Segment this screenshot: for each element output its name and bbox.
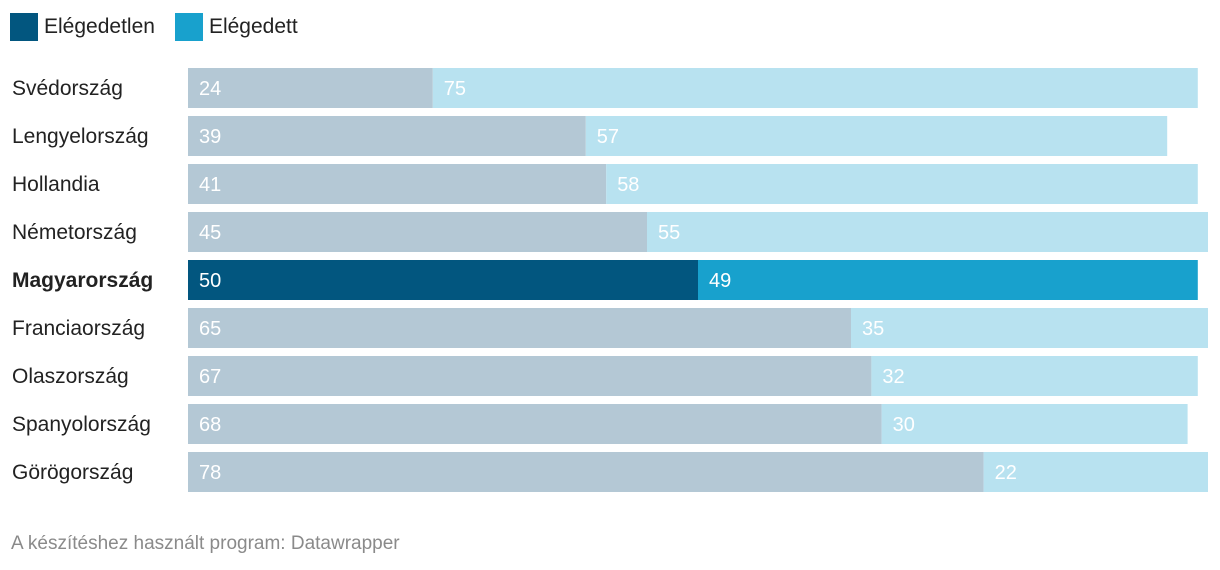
category-label: Spanyolország [12, 413, 151, 436]
category-label: Görögország [12, 461, 133, 484]
bar-segment [188, 68, 433, 108]
value-label: 50 [199, 270, 221, 292]
value-label: 75 [444, 78, 466, 100]
category-label: Olaszország [12, 365, 129, 388]
bar-chart: Svédország 24 75 Lengyelország 39 57 Hollandia… [12, 68, 1208, 492]
bar-segment [188, 356, 872, 396]
category-label: Magyarország [12, 269, 153, 292]
bar-segment [983, 452, 1208, 492]
value-label: 67 [199, 366, 221, 388]
category-label: Németország [12, 221, 137, 244]
category-label: Svédország [12, 77, 123, 100]
legend-label: Elégedett [208, 15, 298, 38]
value-label: 65 [199, 318, 221, 340]
bar-segment [188, 260, 698, 300]
category-label: Hollandia [12, 173, 100, 196]
value-label: 68 [199, 414, 221, 436]
value-label: 78 [199, 462, 221, 484]
legend-item: Elégedetlen [10, 13, 155, 41]
value-label: 41 [199, 174, 221, 196]
value-label: 24 [199, 78, 221, 100]
bar-segment [188, 452, 984, 492]
value-label: 57 [597, 126, 619, 148]
bar-segment [188, 164, 607, 204]
bar-segment [647, 212, 1208, 252]
value-label: 22 [995, 462, 1017, 484]
legend-swatch [174, 13, 203, 41]
value-label: 32 [882, 366, 904, 388]
chart-credit: A készítéshez használt program: Datawrap… [11, 533, 400, 554]
bar-segment [188, 308, 851, 348]
value-label: 55 [658, 222, 680, 244]
bar-segment [881, 404, 1188, 444]
bar-segment [851, 308, 1208, 348]
value-label: 35 [862, 318, 884, 340]
legend-item: Elégedett [174, 13, 298, 41]
bar-segment [585, 116, 1168, 156]
legend-label: Elégedetlen [44, 15, 155, 38]
value-label: 58 [617, 174, 639, 196]
chart-legend: Elégedetlen Elégedett [10, 12, 318, 42]
legend-swatch [10, 13, 38, 41]
bar-segment [606, 164, 1198, 204]
bar-segment [188, 116, 586, 156]
value-label: 45 [199, 222, 221, 244]
category-label: Franciaország [12, 317, 145, 340]
value-label: 39 [199, 126, 221, 148]
bar-segment [698, 260, 1198, 300]
bar-segment [188, 212, 647, 252]
category-label: Lengyelország [12, 125, 149, 148]
bar-segment [871, 356, 1198, 396]
bar-segment [432, 68, 1198, 108]
bar-segment [188, 404, 882, 444]
value-label: 49 [709, 270, 731, 292]
value-label: 30 [893, 414, 915, 436]
